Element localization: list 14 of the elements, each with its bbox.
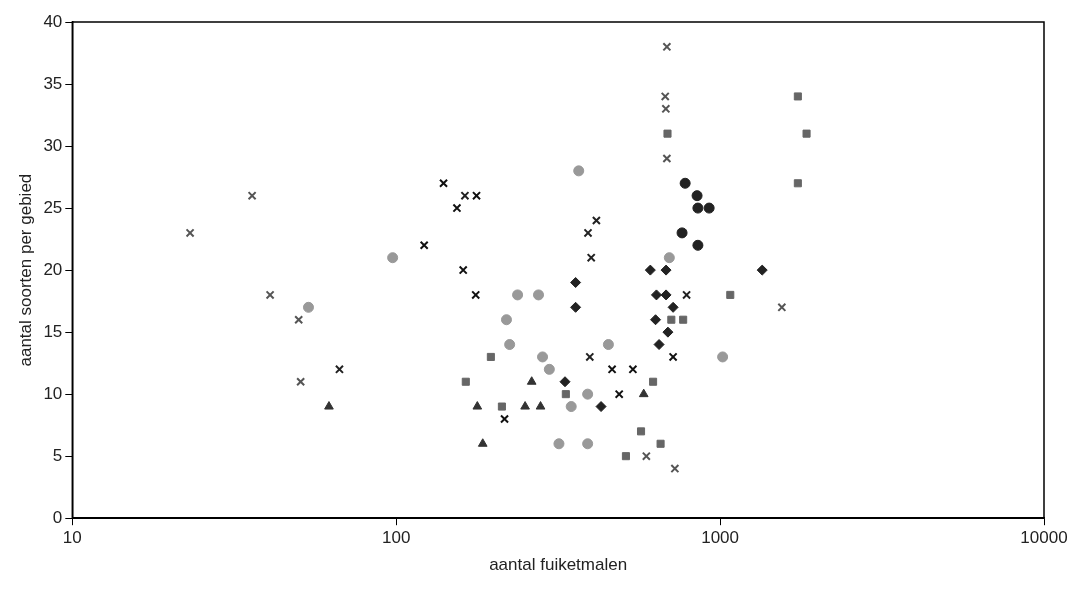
y-tick-label: 40 <box>43 11 63 31</box>
y-tick-label: 25 <box>43 197 63 217</box>
y-tick-label: 0 <box>52 507 63 527</box>
y-tick-label: 35 <box>43 73 63 93</box>
x-tick-label: 100 <box>382 528 411 548</box>
y-tick-label: 15 <box>43 321 63 341</box>
y-tick-label: 5 <box>52 445 63 465</box>
y-tick-label: 20 <box>43 259 63 279</box>
x-axis-title: aantal fuiketmalen <box>489 555 628 575</box>
x-tick-label: 1000 <box>701 528 740 548</box>
y-axis-title: aantal soorten per gebied <box>15 173 35 367</box>
x-tick-label: 10000 <box>1020 528 1068 548</box>
y-tick-label: 30 <box>43 135 63 155</box>
y-tick-label: 10 <box>43 383 63 403</box>
